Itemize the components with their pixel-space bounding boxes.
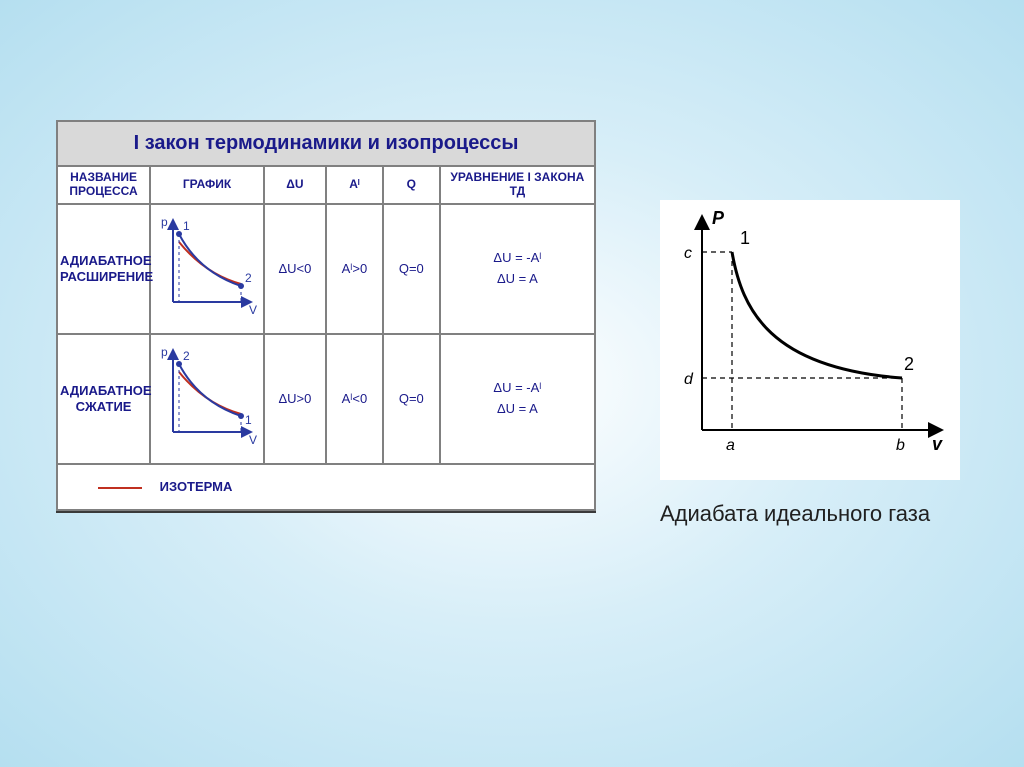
svg-text:2: 2 <box>183 349 190 363</box>
legend-label: ИЗОТЕРМА <box>160 479 233 494</box>
row0-q: Q=0 <box>383 204 440 334</box>
row0-a: Aˡ>0 <box>326 204 383 334</box>
row0-graph: p V 1 2 <box>150 204 264 334</box>
thermo-table-panel: I закон термодинамики и изопроцессы НАЗВ… <box>56 120 596 513</box>
legend-cell: ИЗОТЕРМА <box>57 464 595 510</box>
th-du: ΔU <box>264 166 326 204</box>
legend-row: ИЗОТЕРМА <box>57 464 595 510</box>
row0-eq2: ΔU = A <box>443 269 592 290</box>
svg-text:c: c <box>684 245 692 262</box>
svg-text:2: 2 <box>245 271 252 285</box>
svg-text:1: 1 <box>183 219 190 233</box>
thermo-table: НАЗВАНИЕ ПРОЦЕССА ГРАФИК ΔU Aˡ Q УРАВНЕН… <box>56 165 596 511</box>
row1-name: АДИАБАТНОЕ СЖАТИЕ <box>57 334 150 464</box>
svg-text:2: 2 <box>904 354 914 374</box>
isotherm-line-icon <box>98 487 142 489</box>
table-title: I закон термодинамики и изопроцессы <box>56 120 596 165</box>
row1-eq: ΔU = -Aˡ ΔU = A <box>440 334 595 464</box>
adiabat-chart: P v 1 2 c d a b <box>660 200 960 480</box>
row0-eq: ΔU = -Aˡ ΔU = A <box>440 204 595 334</box>
svg-text:a: a <box>726 437 735 454</box>
th-graph: ГРАФИК <box>150 166 264 204</box>
svg-text:p: p <box>161 345 168 359</box>
slide: I закон термодинамики и изопроцессы НАЗВ… <box>0 0 1024 767</box>
svg-text:V: V <box>249 303 257 317</box>
th-eq: УРАВНЕНИЕ I ЗАКОНА ТД <box>440 166 595 204</box>
row1-a: Aˡ<0 <box>326 334 383 464</box>
table-row: АДИАБАТНОЕ РАСШИРЕНИЕ p <box>57 204 595 334</box>
row0-name: АДИАБАТНОЕ РАСШИРЕНИЕ <box>57 204 150 334</box>
svg-text:b: b <box>896 437 905 454</box>
svg-text:P: P <box>712 208 725 228</box>
mini-chart-0: p V 1 2 <box>155 212 259 322</box>
row0-eq1: ΔU = -Aˡ <box>443 248 592 269</box>
table-row: АДИАБАТНОЕ СЖАТИЕ p V <box>57 334 595 464</box>
svg-text:V: V <box>249 433 257 447</box>
th-a: Aˡ <box>326 166 383 204</box>
th-name: НАЗВАНИЕ ПРОЦЕССА <box>57 166 150 204</box>
row1-eq2: ΔU = A <box>443 399 592 420</box>
svg-text:v: v <box>932 434 943 454</box>
header-row: НАЗВАНИЕ ПРОЦЕССА ГРАФИК ΔU Aˡ Q УРАВНЕН… <box>57 166 595 204</box>
row1-eq1: ΔU = -Aˡ <box>443 378 592 399</box>
chart-caption: Адиабата идеального газа <box>660 500 960 529</box>
svg-text:d: d <box>684 371 694 388</box>
svg-text:1: 1 <box>740 228 750 248</box>
row1-du: ΔU>0 <box>264 334 326 464</box>
row1-graph: p V 2 1 <box>150 334 264 464</box>
mini-chart-1: p V 2 1 <box>155 342 259 452</box>
svg-text:p: p <box>161 215 168 229</box>
row1-q: Q=0 <box>383 334 440 464</box>
svg-text:1: 1 <box>245 413 252 427</box>
th-q: Q <box>383 166 440 204</box>
row0-du: ΔU<0 <box>264 204 326 334</box>
